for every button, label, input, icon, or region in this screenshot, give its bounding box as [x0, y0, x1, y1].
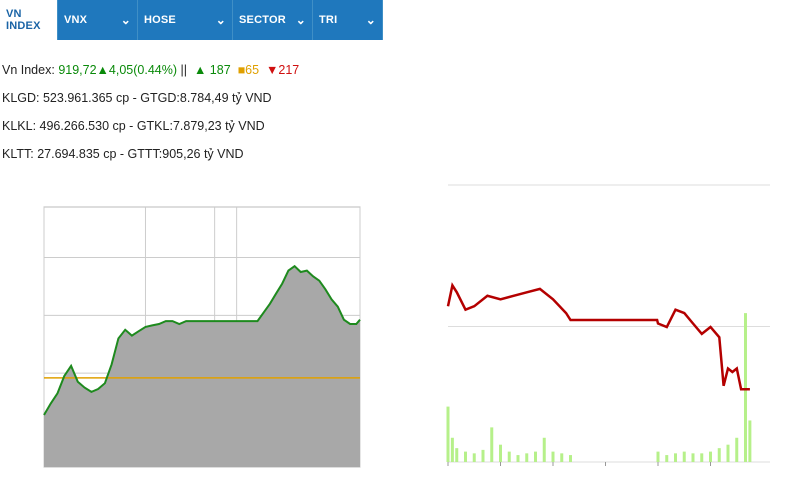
volume-bar: [490, 427, 494, 462]
tab-label: SECTOR: [239, 14, 286, 26]
volume-bar: [744, 313, 747, 462]
market-stats: Vn Index: 919,72▲4,05(0.44%) || ▲ 187 ■6…: [2, 60, 382, 172]
volume-bar: [665, 455, 669, 462]
tab-label: VN INDEX: [6, 8, 41, 32]
volume-bar: [748, 420, 752, 462]
volume-bar: [735, 437, 739, 462]
tab-label: TRI: [319, 14, 338, 26]
volume-bar: [525, 453, 529, 462]
tab-hose[interactable]: HOSE ⌄: [138, 0, 233, 40]
unchanged-count: ■65: [237, 63, 260, 77]
volume-bar: [534, 451, 537, 462]
tab-vn-index[interactable]: VN INDEX: [0, 0, 58, 40]
volume-bar: [481, 449, 485, 462]
hnx-index-chart: [446, 184, 770, 466]
volume-bar: [709, 451, 712, 462]
volume-bar: [717, 448, 721, 462]
vn-index-line: Vn Index: 919,72▲4,05(0.44%) || ▲ 187 ■6…: [2, 60, 382, 88]
kltt-line: KLTT: 27.694.835 cp - GTTT:905,26 tỷ VND: [2, 147, 244, 161]
tab-sector[interactable]: SECTOR ⌄: [233, 0, 313, 40]
chevron-down-icon: ⌄: [120, 13, 131, 27]
klgd-line: KLGD: 523.961.365 cp - GTGD:8.784,49 tỷ …: [2, 91, 272, 105]
volume-bar: [656, 451, 660, 462]
vn-index-chart: [0, 195, 383, 500]
volume-bar: [682, 451, 686, 462]
volume-bar: [464, 451, 467, 462]
volume-bar: [542, 437, 546, 462]
volume-bar: [516, 455, 520, 462]
volume-bar: [507, 451, 511, 462]
volume-bar: [560, 453, 564, 462]
volume-bar: [499, 444, 502, 462]
chevron-down-icon: ⌄: [365, 13, 376, 27]
vn-index-change: ▲4,05(0.44%): [96, 63, 178, 77]
vn-index-value: 919,72: [58, 63, 97, 77]
tab-label: VNX: [64, 14, 88, 26]
volume-bar: [726, 444, 730, 462]
index-tabs: VN INDEX VNX ⌄ HOSE ⌄ SECTOR ⌄ TRI ⌄: [0, 0, 383, 40]
volume-bar: [472, 453, 476, 462]
tab-vnx[interactable]: VNX ⌄: [58, 0, 138, 40]
price-area: [44, 266, 360, 467]
volume-bar: [691, 453, 695, 462]
price-line: [43, 264, 361, 416]
volume-bar: [450, 437, 454, 462]
volume-bar: [455, 448, 459, 462]
volume-bar: [700, 453, 704, 462]
tab-tri[interactable]: TRI ⌄: [313, 0, 383, 40]
klkl-line: KLKL: 496.266.530 cp - GTKL:7.879,23 tỷ …: [2, 119, 265, 133]
chevron-down-icon: ⌄: [295, 13, 306, 27]
declines-count: ▼217: [266, 63, 300, 77]
advances-count: ▲ 187: [193, 63, 231, 77]
vn-index-label: Vn Index:: [2, 63, 55, 77]
tab-label: HOSE: [144, 14, 176, 26]
volume-bar: [569, 455, 572, 462]
chevron-down-icon: ⌄: [215, 13, 226, 27]
volume-bar: [446, 406, 450, 462]
volume-bar: [551, 451, 555, 462]
hnx-price-line: [446, 282, 750, 391]
volume-bar: [674, 453, 677, 462]
separator: ||: [180, 63, 188, 77]
